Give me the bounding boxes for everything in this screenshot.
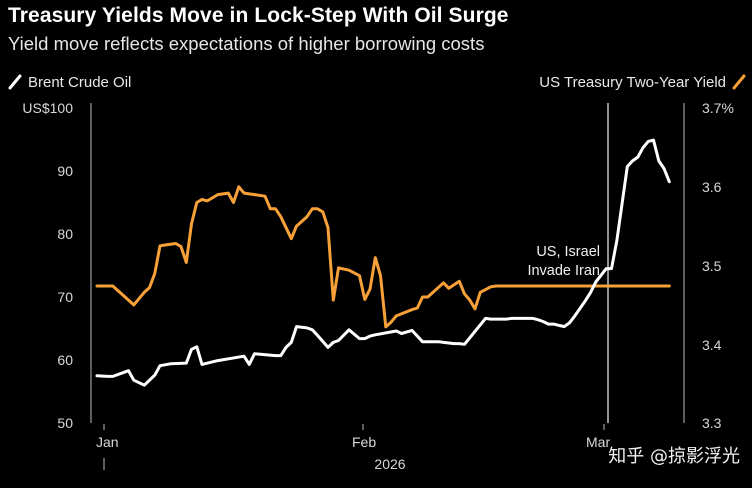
series-line-us-treasury-two-year-yield (95, 185, 671, 329)
right-axis: 3.7% 3.6 3.5 3.4 3.3 (702, 100, 734, 431)
x-tick-label-mar: Mar (586, 434, 610, 450)
left-tick-label: 60 (57, 352, 73, 368)
invasion-annotation: US, Israel Invade Iran (527, 103, 609, 423)
chart-subtitle: Yield move reflects expectations of high… (8, 33, 485, 54)
right-tick-label: 3.7% (702, 100, 734, 116)
x-tick-label-feb: Feb (352, 434, 376, 450)
series-line-brent-crude-oil (95, 138, 671, 387)
left-axis: US$100 90 80 70 60 50 (22, 100, 73, 431)
x-axis: Jan Feb Mar 2026 (96, 424, 610, 472)
annotation-text-line1: US, Israel (536, 244, 600, 260)
right-tick-label: 3.3 (702, 415, 722, 431)
x-tick-label-jan: Jan (96, 434, 119, 450)
legend-swatch-brent (8, 74, 22, 90)
left-tick-label: 80 (57, 226, 73, 242)
legend-label-brent: Brent Crude Oil (28, 74, 131, 91)
right-tick-label: 3.4 (702, 337, 722, 353)
right-tick-label: 3.5 (702, 258, 722, 274)
watermark: 知乎 @掠影浮光 (608, 446, 740, 467)
annotation-text-line2: Invade Iran (527, 263, 600, 279)
right-tick-label: 3.6 (702, 179, 722, 195)
x-axis-year-label: 2026 (374, 456, 405, 472)
legend-swatch-yield (732, 74, 746, 90)
left-tick-label: 90 (57, 163, 73, 179)
left-tick-label: US$100 (22, 100, 73, 116)
left-tick-label: 50 (57, 415, 73, 431)
left-tick-label: 70 (57, 289, 73, 305)
legend-label-yield: US Treasury Two-Year Yield (539, 74, 726, 91)
legend: Brent Crude Oil US Treasury Two-Year Yie… (8, 74, 746, 91)
chart-title: Treasury Yields Move in Lock-Step With O… (8, 4, 509, 27)
